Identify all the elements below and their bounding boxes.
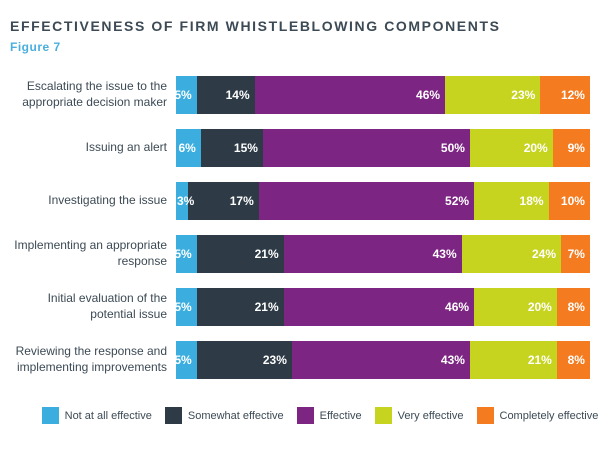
legend-label: Completely effective	[499, 409, 599, 422]
segment-value: 46%	[445, 300, 470, 314]
legend-item: Very effective	[374, 407, 464, 424]
figure-label: Figure 7	[10, 40, 61, 54]
bar-segment: 20%	[474, 288, 557, 326]
bar-segment: 10%	[548, 182, 590, 220]
segment-value: 50%	[440, 141, 465, 155]
segment-value: 3%	[177, 194, 195, 208]
bar-segment: 43%	[283, 235, 462, 273]
segment-value: 21%	[254, 247, 279, 261]
bar-row: Investigating the issue 3% 17% 52% 18% 10%	[0, 182, 590, 220]
segment-value: 52%	[445, 194, 470, 208]
bar-segment: 17%	[188, 182, 259, 220]
segment-value: 15%	[233, 141, 258, 155]
legend-swatch	[164, 407, 182, 424]
segment-value: 5%	[174, 247, 192, 261]
bar-segment: 46%	[283, 288, 475, 326]
legend-swatch	[476, 407, 494, 424]
bar-segment: 43%	[291, 341, 470, 379]
bar-track: 5% 14% 46% 23% 12%	[174, 76, 590, 114]
legend-swatch	[296, 407, 314, 424]
bar-segment: 21%	[469, 341, 557, 379]
bar-segment: 21%	[196, 235, 284, 273]
bar-segment: 14%	[196, 76, 255, 114]
report-figure-page: EFFECTIVENESS OF FIRM WHISTLEBLOWING COM…	[0, 18, 600, 462]
bar-segment: 6%	[176, 129, 201, 167]
bar-segment: 3%	[176, 182, 194, 220]
bar-segment: 20%	[469, 129, 553, 167]
bar-track: 5% 21% 46% 20% 8%	[174, 288, 590, 326]
bar-segment: 5%	[174, 235, 197, 273]
row-label: Escalating the issue to the appropriate …	[22, 79, 167, 109]
bar-row: Escalating the issue to the appropriate …	[0, 76, 590, 114]
segment-value: 23%	[262, 353, 287, 367]
bar-segment: 18%	[474, 182, 549, 220]
segment-value: 5%	[174, 353, 192, 367]
segment-value: 24%	[531, 247, 556, 261]
bar-row: Implementing an appropriate response 5% 21…	[0, 235, 590, 273]
segment-value: 5%	[174, 300, 192, 314]
legend: Not at all effective Somewhat effective Ef…	[0, 407, 600, 424]
bar-segment: 23%	[445, 76, 541, 114]
bar-segment: 50%	[262, 129, 470, 167]
row-label: Implementing an appropriate response	[14, 238, 167, 268]
segment-value: 18%	[519, 194, 544, 208]
bar-segment: 12%	[540, 76, 590, 114]
segment-value: 8%	[567, 353, 585, 367]
legend-swatch	[41, 407, 59, 424]
legend-item: Not at all effective	[41, 407, 152, 424]
segment-value: 46%	[416, 88, 441, 102]
segment-value: 43%	[432, 247, 457, 261]
segment-value: 10%	[560, 194, 585, 208]
bar-segment: 5%	[174, 76, 197, 114]
bar-row: Issuing an alert 6% 15% 50% 20% 9%	[0, 129, 590, 167]
bar-segment: 7%	[561, 235, 590, 273]
bar-segment: 9%	[552, 129, 590, 167]
legend-swatch	[374, 407, 392, 424]
legend-item: Completely effective	[476, 407, 599, 424]
bar-row: Reviewing the response and implementing …	[0, 341, 590, 379]
legend-item: Somewhat effective	[164, 407, 284, 424]
legend-item: Effective	[296, 407, 362, 424]
bar-segment: 8%	[556, 288, 590, 326]
bar-segment: 15%	[200, 129, 263, 167]
segment-value: 21%	[527, 353, 552, 367]
stacked-bar-chart: Escalating the issue to the appropriate …	[0, 76, 590, 379]
segment-value: 7%	[567, 247, 585, 261]
bar-track: 6% 15% 50% 20% 9%	[176, 129, 590, 167]
bar-segment: 5%	[174, 288, 197, 326]
bar-segment: 24%	[461, 235, 561, 273]
bar-segment: 23%	[196, 341, 292, 379]
segment-value: 14%	[225, 88, 250, 102]
legend-label: Somewhat effective	[187, 409, 284, 422]
bar-segment: 5%	[174, 341, 197, 379]
bar-segment: 52%	[258, 182, 475, 220]
row-label: Issuing an alert	[85, 140, 167, 155]
row-label: Initial evaluation of the potential issu…	[47, 291, 167, 321]
segment-value: 5%	[174, 88, 192, 102]
bar-track: 3% 17% 52% 18% 10%	[176, 182, 590, 220]
segment-value: 43%	[440, 353, 465, 367]
segment-value: 8%	[567, 300, 585, 314]
segment-value: 23%	[511, 88, 536, 102]
segment-value: 20%	[523, 141, 548, 155]
bar-segment: 46%	[254, 76, 446, 114]
bar-track: 5% 21% 43% 24% 7%	[174, 235, 590, 273]
legend-label: Not at all effective	[64, 409, 152, 422]
segment-value: 9%	[567, 141, 585, 155]
segment-value: 21%	[254, 300, 279, 314]
segment-value: 20%	[527, 300, 552, 314]
bar-track: 5% 23% 43% 21% 8%	[174, 341, 590, 379]
segment-value: 17%	[229, 194, 254, 208]
legend-label: Very effective	[397, 409, 464, 422]
bar-segment: 21%	[196, 288, 284, 326]
row-label: Investigating the issue	[48, 193, 167, 208]
segment-value: 6%	[178, 141, 196, 155]
bar-segment: 8%	[556, 341, 590, 379]
row-label: Reviewing the response and implementing …	[15, 344, 167, 374]
legend-label: Effective	[319, 409, 362, 422]
segment-value: 12%	[560, 88, 585, 102]
page-title: EFFECTIVENESS OF FIRM WHISTLEBLOWING COM…	[10, 18, 501, 34]
bar-row: Initial evaluation of the potential issu…	[0, 288, 590, 326]
